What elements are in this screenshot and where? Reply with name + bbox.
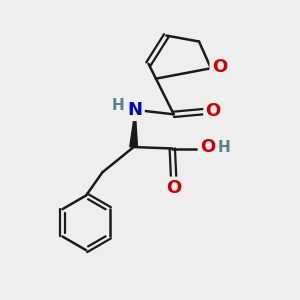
Text: H: H [218,140,231,154]
Polygon shape [130,110,137,147]
Text: N: N [128,101,142,119]
Text: O: O [212,58,227,76]
Text: O: O [166,179,182,197]
Text: O: O [200,138,215,156]
Text: O: O [206,102,220,120]
Text: H: H [112,98,124,113]
